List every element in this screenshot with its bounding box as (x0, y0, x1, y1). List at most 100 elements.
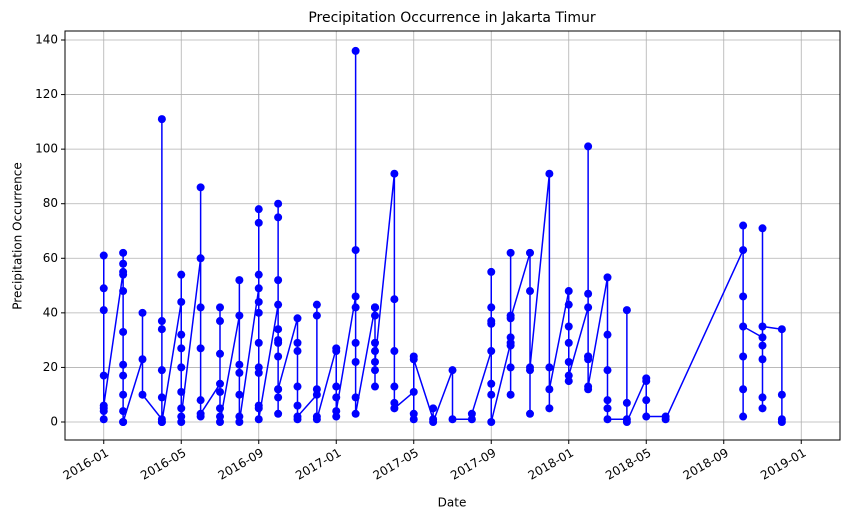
marker (777, 415, 786, 424)
marker (371, 303, 379, 312)
marker (177, 387, 186, 396)
y-tick-label: 20 (43, 360, 58, 374)
marker (622, 398, 631, 407)
marker (622, 306, 631, 315)
marker (138, 355, 147, 364)
marker (235, 311, 244, 320)
marker (235, 417, 244, 426)
marker (119, 360, 128, 369)
marker (487, 379, 496, 388)
marker (487, 319, 496, 328)
marker (216, 404, 224, 413)
marker (332, 393, 341, 402)
marker (448, 366, 457, 375)
marker (526, 287, 534, 296)
marker (177, 363, 186, 372)
marker (274, 385, 283, 394)
marker (351, 303, 360, 312)
marker (371, 357, 379, 366)
marker (177, 330, 186, 339)
marker (526, 409, 534, 418)
y-tick-label: 120 (35, 87, 58, 101)
marker (390, 404, 399, 413)
marker (274, 300, 283, 309)
marker (119, 417, 128, 426)
plot-frame (64, 30, 841, 441)
marker (642, 412, 651, 421)
marker (351, 409, 360, 418)
marker (99, 371, 108, 380)
marker (545, 363, 554, 372)
marker (293, 347, 302, 356)
y-axis-label: Precipitation Occurrence (11, 162, 25, 309)
marker (429, 417, 438, 426)
marker (332, 347, 341, 356)
marker (545, 169, 554, 178)
series-line (103, 50, 783, 423)
marker (254, 284, 263, 293)
marker (235, 390, 244, 399)
marker (196, 303, 205, 312)
marker (603, 396, 612, 405)
marker (564, 300, 573, 309)
marker (351, 357, 360, 366)
marker (371, 311, 379, 320)
marker (196, 183, 205, 192)
x-tick-label: 2016-09 (216, 446, 266, 483)
marker (777, 390, 786, 399)
marker (332, 382, 341, 391)
marker (584, 142, 593, 151)
marker (584, 382, 593, 391)
marker (564, 322, 573, 331)
marker (254, 415, 263, 424)
marker (487, 267, 496, 276)
marker (351, 246, 360, 255)
marker (351, 393, 360, 402)
marker (254, 338, 263, 347)
marker (371, 382, 379, 391)
marker (758, 355, 767, 364)
marker (603, 366, 612, 375)
marker (487, 347, 496, 356)
marker (119, 407, 128, 416)
marker (371, 347, 379, 356)
x-tick-label: 2018-01 (526, 446, 576, 483)
marker (293, 412, 302, 421)
y-tick-label: 60 (43, 251, 58, 265)
marker (216, 303, 224, 312)
marker (274, 338, 283, 347)
marker (487, 417, 496, 426)
marker (506, 390, 515, 399)
marker (177, 344, 186, 353)
marker (506, 363, 515, 372)
y-tick-label: 40 (43, 305, 58, 319)
marker (119, 270, 128, 279)
marker (254, 270, 263, 279)
marker (177, 270, 186, 279)
marker (157, 115, 166, 124)
chart-title: Precipitation Occurrence in Jakarta Timu… (308, 10, 596, 26)
marker (254, 308, 263, 317)
marker (216, 317, 224, 326)
marker (487, 390, 496, 399)
marker (293, 401, 302, 410)
marker (99, 251, 108, 260)
marker (157, 393, 166, 402)
marker (429, 404, 438, 413)
marker (254, 218, 263, 227)
marker (274, 199, 283, 208)
marker (177, 412, 186, 421)
marker (216, 379, 224, 388)
marker (235, 276, 244, 285)
marker (506, 314, 515, 323)
x-tick-label: 2018-09 (681, 446, 731, 483)
marker (584, 303, 593, 312)
marker (409, 355, 418, 364)
marker (254, 401, 263, 410)
marker (293, 338, 302, 347)
marker (739, 221, 748, 230)
marker (138, 390, 147, 399)
marker (274, 325, 283, 334)
marker (603, 415, 612, 424)
